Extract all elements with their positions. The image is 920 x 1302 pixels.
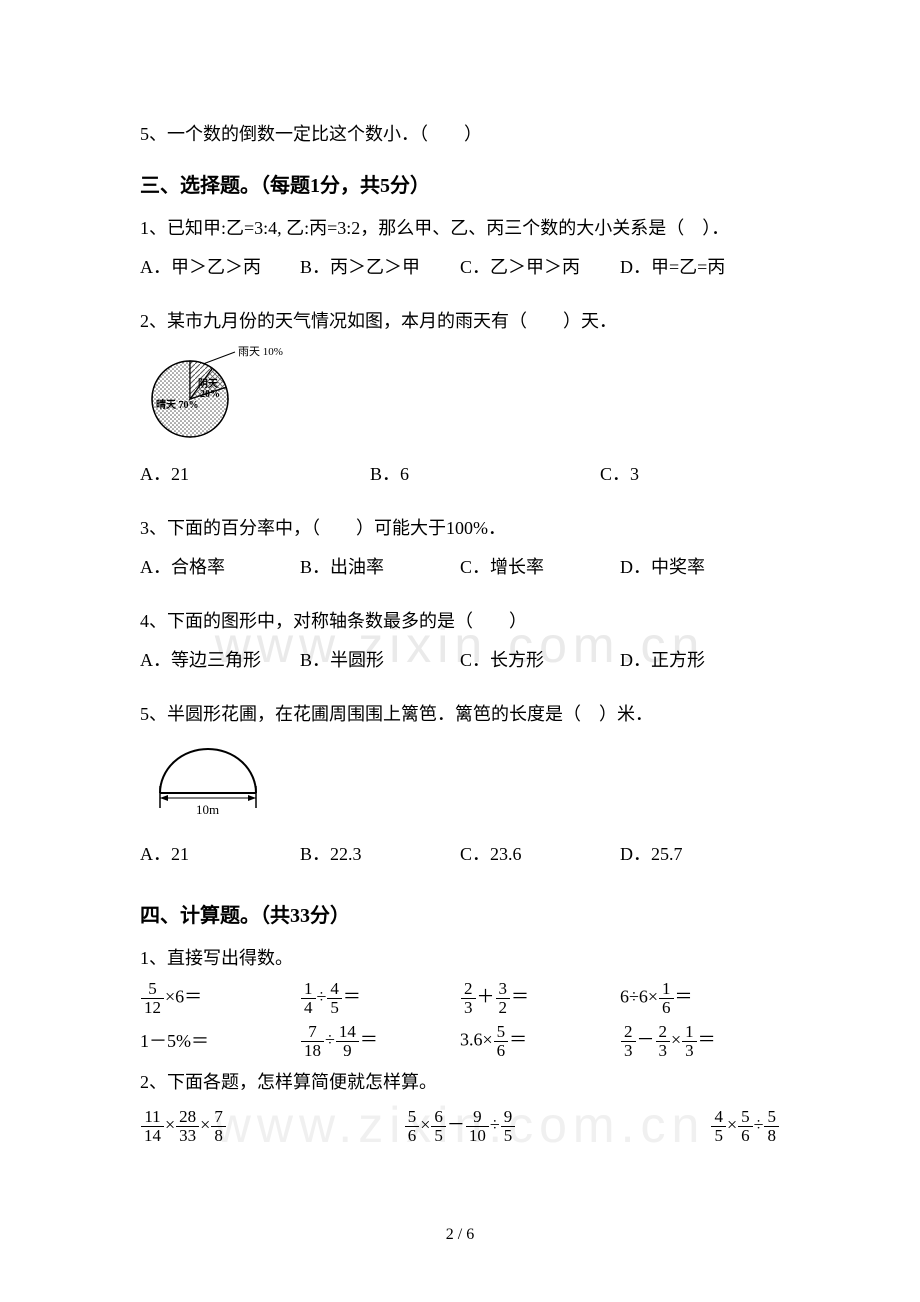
q3-text: 3、下面的百分率中，（ ）可能大于100%．: [140, 512, 780, 544]
calc-row-2: 1－5%＝ 718÷149＝ 3.6×56＝ 23－23×13＝: [140, 1023, 780, 1060]
q3-opt-d: D．中奖率: [620, 551, 750, 583]
pie-cloudy-pct: 20%: [200, 389, 220, 400]
r3c3: 45×56÷58: [567, 1108, 780, 1145]
pie-sunny-label: 晴天 70%: [156, 398, 199, 411]
q1-text: 1、已知甲:乙=3:4, 乙:丙=3:2，那么甲、乙、丙三个数的大小关系是（ ）…: [140, 212, 780, 244]
q4-text: 4、下面的图形中，对称轴条数最多的是（ ）: [140, 605, 780, 637]
page-number: 2 / 6: [446, 1221, 474, 1250]
q1-opt-c: C．乙＞甲＞丙: [460, 251, 590, 283]
page-content: 5、一个数的倒数一定比这个数小．（ ） 三、选择题。（每题1分，共5分） 1、已…: [140, 118, 780, 1145]
q5-options: A．21 B．22.3 C．23.6 D．25.7: [140, 838, 780, 870]
q4-opt-c: C．长方形: [460, 644, 590, 676]
q2-opt-a: A．21: [140, 458, 340, 490]
r1c3: 23＋32＝: [460, 980, 620, 1017]
pie-rain-label: 雨天 10%: [238, 346, 283, 358]
judge-q5: 5、一个数的倒数一定比这个数小．（ ）: [140, 118, 780, 150]
q4-opt-b: B．半圆形: [300, 644, 430, 676]
q1-opt-a: A．甲＞乙＞丙: [140, 251, 270, 283]
q5-opt-b: B．22.3: [300, 838, 430, 870]
q2-opt-c: C．3: [600, 458, 730, 490]
calc-row-3: 1114×2833×78 56×65－910÷95 45×56÷58: [140, 1108, 780, 1145]
q2-opt-b: B．6: [370, 458, 570, 490]
r2c2: 718÷149＝: [300, 1023, 460, 1060]
q5-text: 5、半圆形花圃，在花圃周围围上篱笆．篱笆的长度是（ ）米．: [140, 698, 780, 730]
sub2-text: 2、下面各题，怎样算简便就怎样算。: [140, 1066, 780, 1098]
r2c3: 3.6×56＝: [460, 1023, 620, 1060]
q5-opt-a: A．21: [140, 838, 270, 870]
sub1-text: 1、直接写出得数。: [140, 942, 780, 974]
calc-row-1: 512×6＝ 14÷45＝ 23＋32＝ 6÷6×16＝: [140, 980, 780, 1017]
semicircle-label: 10m: [196, 802, 219, 817]
r3c1: 1114×2833×78: [140, 1108, 353, 1145]
section3-heading: 三、选择题。（每题1分，共5分）: [140, 168, 780, 204]
q5-opt-d: D．25.7: [620, 838, 750, 870]
q2-options: A．21 B．6 C．3: [140, 458, 780, 490]
q3-opt-b: B．出油率: [300, 551, 430, 583]
r1c2: 14÷45＝: [300, 980, 460, 1017]
q4-opt-d: D．正方形: [620, 644, 750, 676]
r1c1: 512×6＝: [140, 980, 300, 1017]
q4-opt-a: A．等边三角形: [140, 644, 270, 676]
r1c4: 6÷6×16＝: [620, 980, 780, 1017]
q3-options: A．合格率 B．出油率 C．增长率 D．中奖率: [140, 551, 780, 583]
q1-opt-b: B．丙＞乙＞甲: [300, 251, 430, 283]
q4-options: A．等边三角形 B．半圆形 C．长方形 D．正方形: [140, 644, 780, 676]
q3-opt-c: C．增长率: [460, 551, 590, 583]
q3-opt-a: A．合格率: [140, 551, 270, 583]
r2c1: 1－5%＝: [140, 1025, 300, 1057]
q1-options: A．甲＞乙＞丙 B．丙＞乙＞甲 C．乙＞甲＞丙 D．甲=乙=丙: [140, 251, 780, 283]
q5-opt-c: C．23.6: [460, 838, 590, 870]
r3c2: 56×65－910÷95: [353, 1108, 566, 1145]
q1-opt-d: D．甲=乙=丙: [620, 251, 750, 283]
q2-pie-chart: 雨天 10% 阴天 20% 晴天 70%: [140, 344, 780, 454]
q5-semicircle-diagram: 10m: [140, 738, 780, 833]
r2c4: 23－23×13＝: [620, 1023, 780, 1060]
section4-heading: 四、计算题。（共33分）: [140, 898, 780, 934]
q2-text: 2、某市九月份的天气情况如图，本月的雨天有（ ）天．: [140, 305, 780, 337]
